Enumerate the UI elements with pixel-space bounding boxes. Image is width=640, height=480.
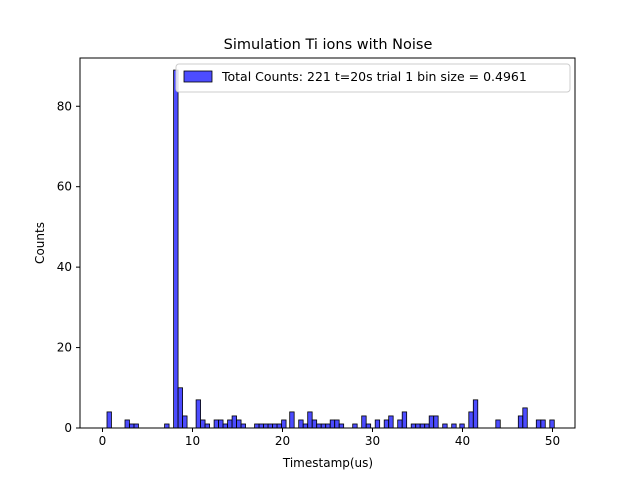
histogram-bar <box>451 423 457 429</box>
histogram-bar <box>267 423 273 429</box>
histogram-bar <box>213 419 219 429</box>
axes-frame <box>79 57 576 429</box>
histogram-bar <box>307 411 313 429</box>
legend-box <box>175 63 571 93</box>
histogram-bar <box>177 387 183 429</box>
histogram-bar <box>236 419 242 429</box>
histogram-bar <box>106 411 112 429</box>
histogram-bar <box>352 423 358 429</box>
histogram-bar <box>495 419 501 429</box>
histogram-bar <box>397 419 403 429</box>
histogram-bar <box>549 419 555 429</box>
histogram-bar <box>338 423 345 429</box>
x-tick-label: 20 <box>275 434 290 448</box>
y-ticks: 0 20 40 60 80 <box>57 99 80 435</box>
legend: Total Counts: 221 t=20s trial 1 bin size… <box>175 63 571 93</box>
x-tick-label: 40 <box>455 434 470 448</box>
histogram-bar <box>302 423 309 429</box>
histogram-bar <box>258 423 264 429</box>
histogram-bar <box>173 69 179 429</box>
histogram-bar <box>316 423 322 429</box>
y-tick-label: 80 <box>57 99 72 113</box>
histogram-bar <box>222 423 228 429</box>
histogram-bar <box>164 423 170 429</box>
histogram-bar <box>240 423 246 429</box>
histogram-bar <box>540 419 546 429</box>
histogram-bar <box>204 423 210 429</box>
histogram-bar <box>325 423 331 429</box>
y-tick-label: 20 <box>57 341 72 355</box>
x-tick-label: 10 <box>185 434 200 448</box>
histogram-bar <box>410 423 417 429</box>
histogram-bar <box>263 423 269 429</box>
histogram-bar <box>365 423 372 429</box>
histogram-bar <box>415 423 421 429</box>
y-tick-label: 40 <box>57 260 72 274</box>
x-tick-label: 0 <box>99 434 107 448</box>
histogram-bar <box>329 419 336 429</box>
histogram-bar <box>433 415 439 429</box>
histogram-bar <box>227 419 233 429</box>
histogram-bar <box>133 423 139 429</box>
histogram-bar <box>195 399 201 429</box>
histogram-bar <box>200 419 206 429</box>
histogram-bar <box>468 411 474 429</box>
histogram-bar <box>522 407 528 429</box>
legend-label: Total Counts: 221 t=20s trial 1 bin size… <box>221 69 527 84</box>
plot-area <box>80 58 575 428</box>
histogram-bar <box>388 415 394 429</box>
histogram-bar <box>383 419 390 429</box>
histogram-bar <box>424 423 430 429</box>
y-tick-label: 60 <box>57 180 72 194</box>
histogram-bar <box>218 419 224 429</box>
x-ticks: 0 10 20 30 40 50 <box>99 428 560 448</box>
histogram-bar <box>401 411 408 429</box>
histogram-bar <box>472 399 479 429</box>
histogram-bar <box>428 415 435 429</box>
histogram-bar <box>419 423 426 429</box>
histogram-bar <box>254 423 260 429</box>
histogram-bar <box>182 415 188 429</box>
legend-swatch <box>183 70 213 83</box>
histogram-bar <box>298 419 304 429</box>
chart-title: Simulation Ti ions with Noise <box>224 37 433 53</box>
x-tick-label: 30 <box>365 434 380 448</box>
histogram-bar <box>459 423 465 429</box>
histogram-bar <box>272 423 278 429</box>
histogram-bar <box>129 423 135 429</box>
histogram-bar <box>442 423 448 429</box>
histogram-bar <box>535 419 542 429</box>
histogram-bar <box>281 419 287 429</box>
histogram-bar <box>311 419 318 429</box>
histogram-bar <box>334 419 340 429</box>
histogram-bar <box>361 415 367 429</box>
histogram-bar <box>231 415 237 429</box>
histogram-bar <box>517 415 524 429</box>
x-axis-label: Timestamp(us) <box>282 456 373 470</box>
histogram-bar <box>374 419 381 429</box>
y-tick-label: 0 <box>64 421 72 435</box>
histogram-bar <box>276 423 282 429</box>
y-axis-label: Counts <box>33 222 47 264</box>
x-tick-label: 50 <box>545 434 560 448</box>
histogram-bar <box>289 411 295 429</box>
histogram-bar <box>124 419 130 429</box>
histogram-bar <box>320 423 327 429</box>
